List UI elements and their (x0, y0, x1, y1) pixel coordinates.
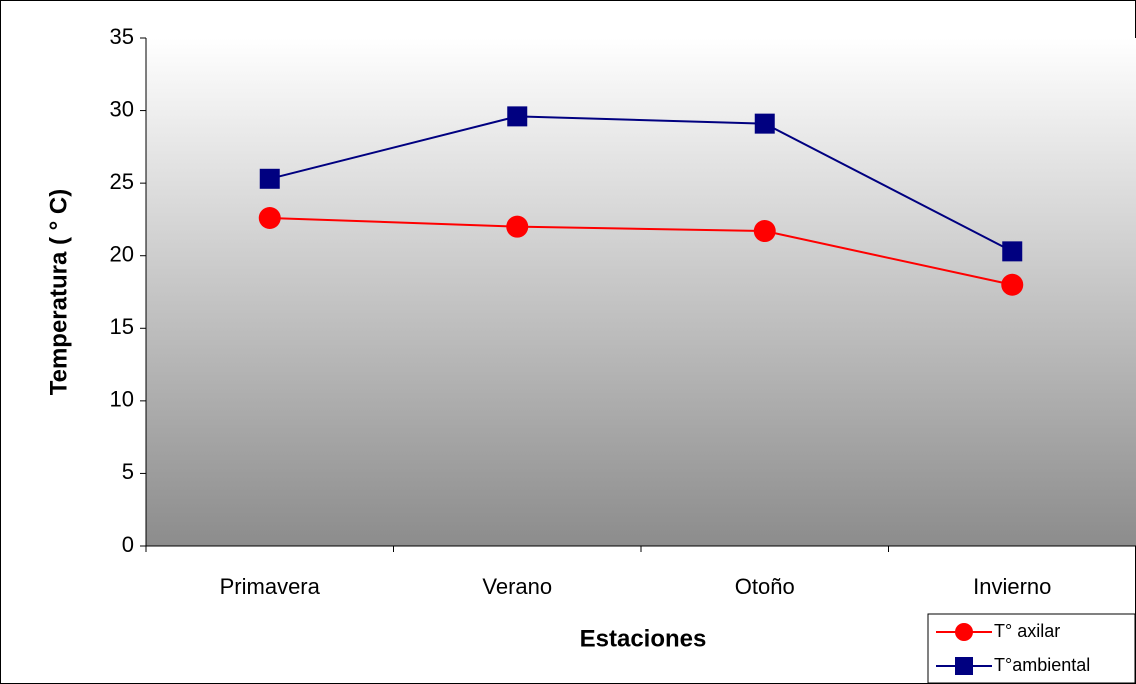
y-axis-title: Temperatura ( ° C) (45, 189, 72, 396)
y-tick-label: 25 (110, 169, 134, 194)
x-tick-label: Verano (482, 574, 552, 599)
series-line (269, 115, 1013, 253)
legend-marker (955, 623, 973, 641)
data-point (1002, 241, 1023, 262)
data-point (1001, 273, 1024, 296)
x-tick-label: Invierno (973, 574, 1051, 599)
data-point (507, 106, 528, 127)
data-point (753, 220, 776, 243)
plot-area (146, 38, 1136, 546)
x-tick-label: Otoño (735, 574, 795, 599)
x-axis-title: Estaciones (580, 625, 707, 652)
y-tick-label: 15 (110, 314, 134, 339)
data-point (259, 168, 280, 189)
data-point (258, 206, 281, 229)
series-line (269, 216, 1013, 286)
y-tick-label: 10 (110, 387, 134, 412)
legend-label: T° axilar (994, 621, 1060, 641)
y-tick-label: 30 (110, 96, 134, 121)
y-tick-label: 20 (110, 242, 134, 267)
data-point (754, 113, 775, 134)
x-tick-label: Primavera (220, 574, 321, 599)
legend-marker (955, 657, 973, 675)
y-tick-label: 35 (110, 24, 134, 49)
y-tick-label: 0 (122, 532, 134, 557)
legend-label: T°ambiental (994, 655, 1090, 675)
data-point (506, 215, 529, 238)
y-tick-label: 5 (122, 459, 134, 484)
